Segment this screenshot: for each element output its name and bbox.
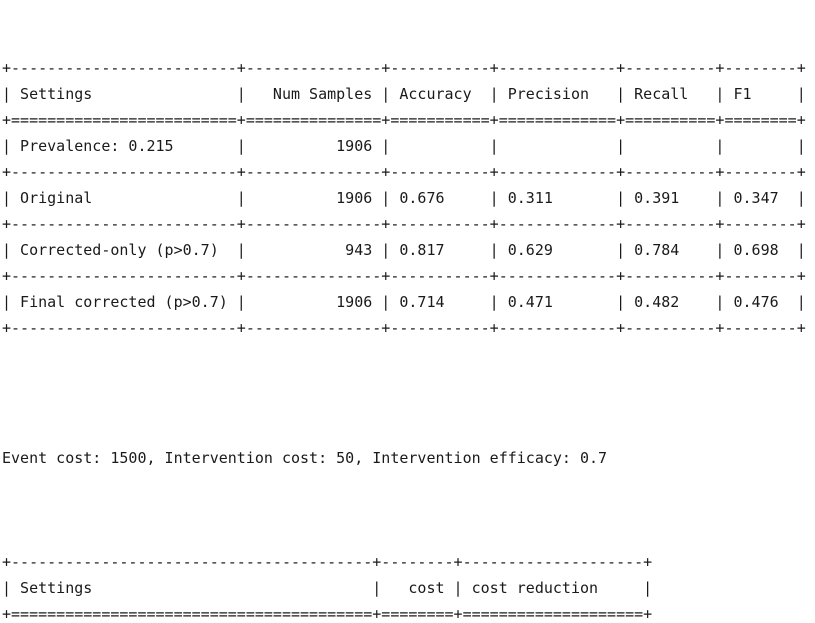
- cost-table: +---------------------------------------…: [2, 553, 653, 623]
- metrics-table: +-------------------------+-------------…: [2, 59, 806, 337]
- cost-summary-line: Event cost: 1500, Intervention cost: 50,…: [2, 449, 608, 467]
